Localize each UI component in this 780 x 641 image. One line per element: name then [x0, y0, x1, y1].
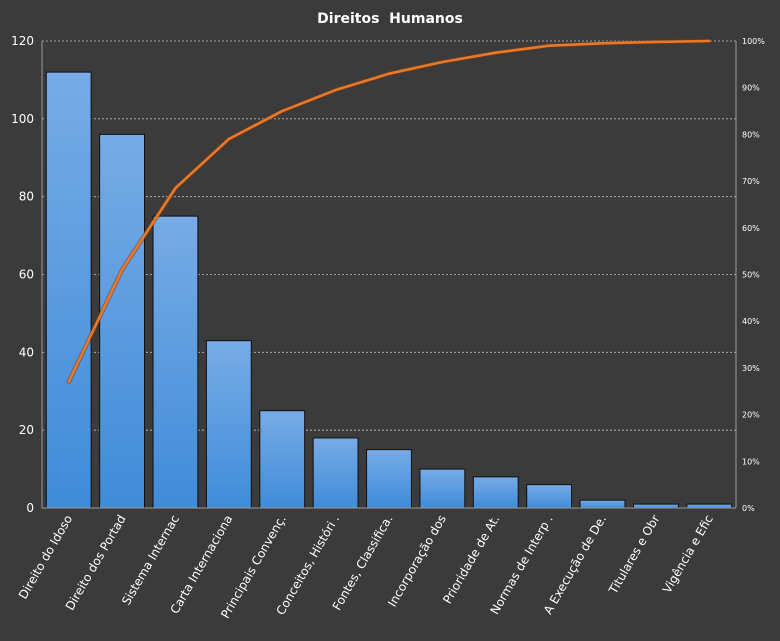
bar [633, 503, 679, 509]
y-tick-label: 0 [26, 501, 34, 515]
y-tick-label: 20 [19, 423, 34, 437]
y-tick-label: 40 [19, 345, 34, 359]
y2-tick-label: 60% [742, 224, 760, 233]
x-tick-label: Fontes, Classifica. [330, 513, 396, 613]
bar [45, 71, 92, 509]
x-tick-label: Incorporação dos [385, 513, 449, 610]
bar [205, 340, 252, 509]
line-series [67, 39, 711, 384]
y2-tick-label: 100% [742, 37, 765, 46]
bars [45, 71, 733, 509]
chart-title: Direitos Humanos [317, 11, 463, 27]
y-tick-label: 120 [11, 34, 34, 48]
y2-tick-label: 80% [742, 130, 760, 139]
x-tick-label: Direito do Idoso [16, 513, 75, 602]
y2-tick-label: 90% [742, 84, 760, 93]
bar [312, 437, 359, 509]
y-tick-label: 80 [19, 190, 34, 204]
y-tick-label: 100 [11, 112, 34, 126]
y2-axis: 0% 10% 20% 30% 40% 50% 60% 70% 80% 90% 100% [735, 37, 765, 513]
bar [419, 468, 466, 509]
bar [366, 449, 412, 509]
y2-tick-label: 50% [742, 271, 760, 280]
bar [686, 503, 733, 509]
cumulative-line [66, 38, 712, 385]
y2-tick-label: 40% [742, 317, 760, 326]
bar [152, 215, 199, 509]
y2-tick-label: 0% [742, 504, 755, 513]
x-tick-label: A Execução de De. [541, 513, 609, 617]
y2-tick-label: 10% [742, 457, 760, 466]
y-tick-label: 60 [19, 268, 34, 282]
y2-tick-label: 20% [742, 411, 760, 420]
bar [526, 484, 573, 509]
y2-tick-label: 30% [742, 364, 760, 373]
x-tick-label: Prioridade de At. [440, 513, 502, 607]
x-tick-label: Titulares e Obr [606, 512, 663, 597]
y2-tick-label: 70% [742, 177, 760, 186]
bar [579, 499, 626, 509]
bar [259, 410, 306, 509]
bar [99, 133, 145, 509]
x-tick-label: Vigência e Efic [660, 513, 716, 596]
y-axis: 0 20 40 60 80 100 120 [11, 34, 43, 515]
x-tick-label: Sistema Internac [119, 513, 182, 608]
x-tick-label: Direito dos Portad [63, 513, 129, 613]
bar [472, 476, 519, 509]
